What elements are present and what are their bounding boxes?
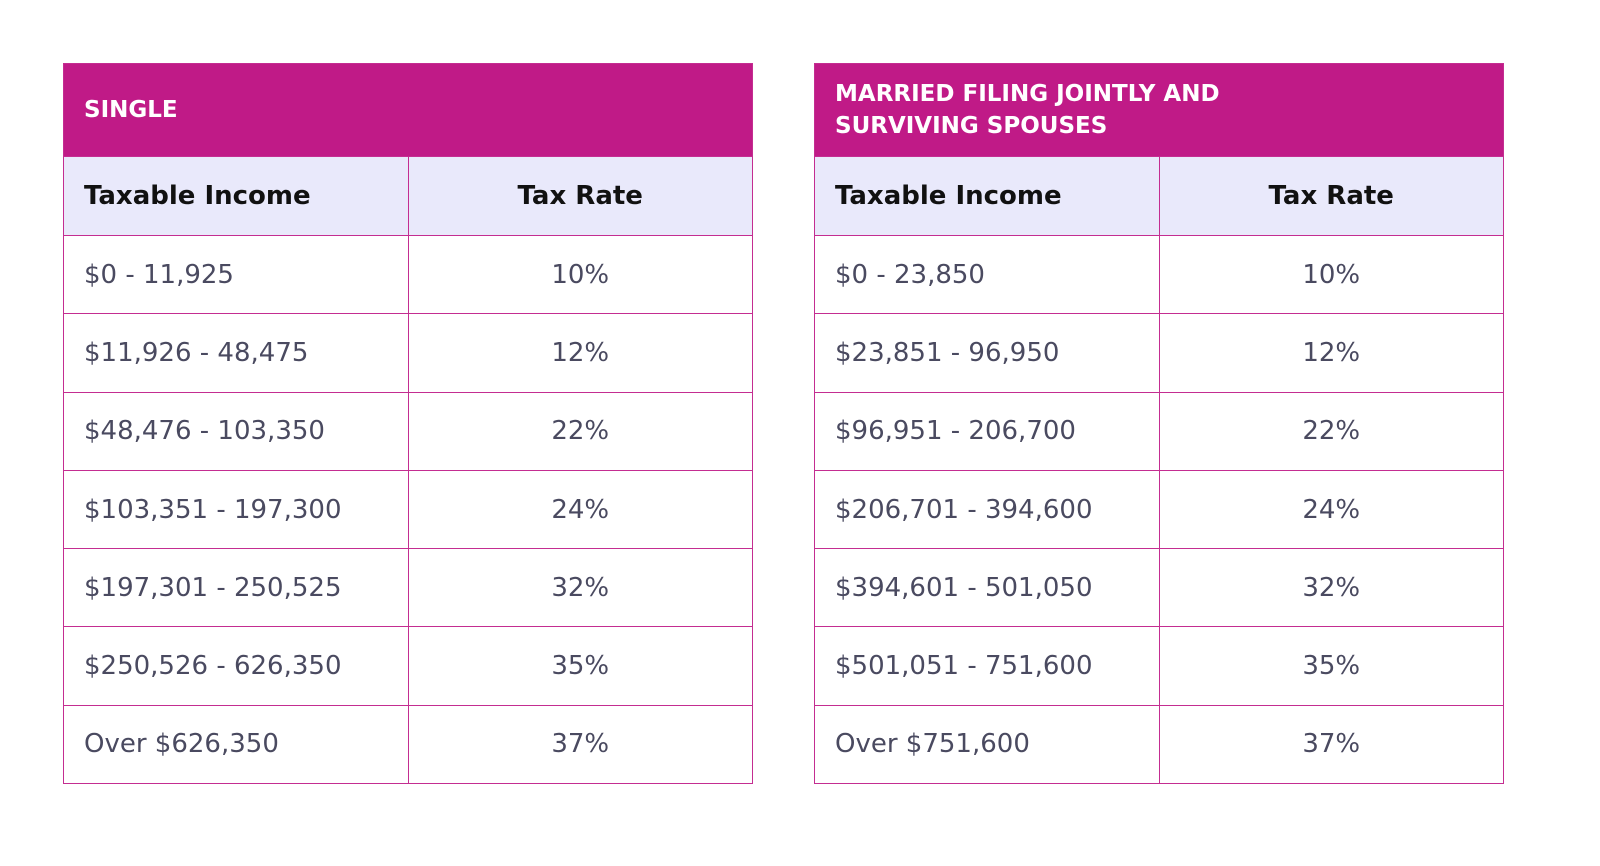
bracket-row: $206,701 - 394,600 24% [814,469,1504,550]
income-range: $0 - 11,925 [63,234,409,315]
income-range: $197,301 - 250,525 [63,548,409,628]
bracket-row: $11,926 - 48,475 12% [63,313,753,393]
bracket-row: $197,301 - 250,525 32% [63,548,753,628]
tax-rate: 24% [1158,469,1504,550]
income-range: $0 - 23,850 [814,234,1160,315]
income-range: $23,851 - 96,950 [814,313,1160,393]
tax-rate: 32% [407,548,753,628]
title-text: SINGLE [84,97,178,123]
bracket-row: $250,526 - 626,350 35% [63,626,753,706]
bracket-row: $23,851 - 96,950 12% [814,313,1504,393]
tax-rate: 37% [407,704,753,785]
income-range: Over $751,600 [814,704,1160,785]
tax-rate: 35% [1158,626,1504,706]
income-range: $103,351 - 197,300 [63,469,409,550]
table-title: SINGLE [63,63,753,157]
tax-rate: 32% [1158,548,1504,628]
column-header: Tax Rate [407,156,753,236]
table-title: MARRIED FILING JOINTLY AND SURVIVING SPO… [814,63,1504,157]
bracket-row: Over $626,350 37% [63,704,753,785]
tax-rate: 37% [1158,704,1504,785]
bracket-row: $96,951 - 206,700 22% [814,391,1504,471]
income-range: $48,476 - 103,350 [63,391,409,471]
tax-rate: 10% [407,234,753,315]
title-row: MARRIED FILING JOINTLY AND SURVIVING SPO… [814,63,1504,157]
bracket-row: $0 - 23,850 10% [814,234,1504,315]
column-header: Taxable Income [63,156,409,236]
income-range: Over $626,350 [63,704,409,785]
bracket-row: $103,351 - 197,300 24% [63,469,753,550]
tax-rate: 12% [407,313,753,393]
tax-rate: 22% [407,391,753,471]
tax-rate: 24% [407,469,753,550]
income-range: $394,601 - 501,050 [814,548,1160,628]
tax-rate: 12% [1158,313,1504,393]
header-row: Taxable Income Tax Rate [63,156,753,236]
income-range: $11,926 - 48,475 [63,313,409,393]
column-header: Taxable Income [814,156,1160,236]
title-row: SINGLE [63,63,753,157]
tax-table: SINGLE Taxable Income Tax Rate $0 - 11,925 1… [63,63,753,785]
income-range: $206,701 - 394,600 [814,469,1160,550]
income-range: $250,526 - 626,350 [63,626,409,706]
bracket-row: $48,476 - 103,350 22% [63,391,753,471]
bracket-row: Over $751,600 37% [814,704,1504,785]
tax-rate: 35% [407,626,753,706]
tax-table: MARRIED FILING JOINTLY AND SURVIVING SPO… [814,63,1504,785]
income-range: $96,951 - 206,700 [814,391,1160,471]
title-text: MARRIED FILING JOINTLY AND SURVIVING SPO… [835,81,1220,139]
tax-rate: 22% [1158,391,1504,471]
header-row: Taxable Income Tax Rate [814,156,1504,236]
bracket-row: $501,051 - 751,600 35% [814,626,1504,706]
tax-rate: 10% [1158,234,1504,315]
bracket-row: $0 - 11,925 10% [63,234,753,315]
income-range: $501,051 - 751,600 [814,626,1160,706]
column-header: Tax Rate [1158,156,1504,236]
bracket-row: $394,601 - 501,050 32% [814,548,1504,628]
